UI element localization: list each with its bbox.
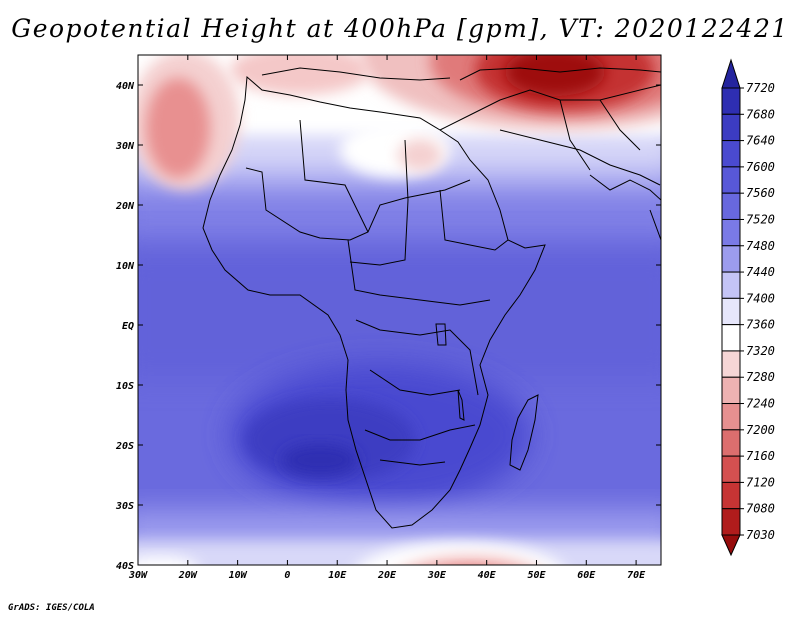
colorbar-label: 7360 <box>746 318 775 332</box>
y-tick-label: 10N <box>116 261 135 272</box>
y-tick-label: 30S <box>115 501 134 512</box>
colorbar-segment <box>721 87 741 115</box>
colorbar-segment <box>721 324 741 352</box>
x-tick-label: 60E <box>577 570 596 581</box>
colorbar-bottom-arrow <box>721 534 741 557</box>
x-tick-label: 20E <box>377 570 397 581</box>
colorbar: 7720 7680 7640 7600 7560 7520 7480 7440 7400 7360… <box>721 58 775 557</box>
colorbar-segment <box>721 113 741 142</box>
colorbar-label: 7030 <box>746 528 775 542</box>
coastlines <box>202 67 661 529</box>
colorbar-label: 7400 <box>746 291 775 305</box>
x-tick-label: 30W <box>128 570 148 581</box>
x-tick-label: 0 <box>284 570 290 581</box>
colorbar-segment <box>721 481 741 510</box>
map-frame <box>137 54 662 566</box>
y-axis: 40N 30N 20N 10N EQ 10S 20S 30S 40S <box>115 81 661 572</box>
colorbar-segment <box>721 166 741 194</box>
colorbar-segment <box>721 245 741 273</box>
x-tick-label: 50E <box>527 570 546 581</box>
y-tick-label: 20N <box>115 201 135 212</box>
x-tick-label: 10E <box>328 570 347 581</box>
colorbar-label: 7320 <box>746 344 775 358</box>
colorbar-label: 7240 <box>746 397 775 411</box>
grads-credit: GrADS: IGES/COLA <box>8 603 95 613</box>
colorbar-label: 7720 <box>746 81 775 95</box>
y-tick-label: 40S <box>116 561 134 572</box>
colorbar-segment <box>721 218 741 247</box>
colorbar-segment <box>721 403 741 431</box>
x-tick-label: 40E <box>478 570 497 581</box>
colorbar-segment <box>721 271 741 299</box>
colorbar-segment <box>721 508 741 536</box>
x-axis: 30W 20W 10W 0 10E 20E 30E 40E 50E 60E 70E <box>128 55 646 581</box>
colorbar-label: 7680 <box>746 107 775 121</box>
colorbar-label: 7520 <box>746 212 775 226</box>
colorbar-label: 7200 <box>746 423 775 437</box>
colorbar-label: 7480 <box>746 239 775 253</box>
y-tick-label: 30N <box>115 141 135 152</box>
colorbar-segment <box>721 140 741 168</box>
colorbar-top-arrow <box>721 58 741 89</box>
colorbar-label: 7560 <box>746 186 775 200</box>
height-field <box>138 55 661 565</box>
colorbar-segment <box>721 350 741 378</box>
x-tick-label: 70E <box>627 570 646 581</box>
colorbar-segment <box>721 455 741 483</box>
colorbar-label: 7280 <box>746 370 775 384</box>
colorbar-label: 7600 <box>746 160 775 174</box>
y-tick-label: 40N <box>116 81 135 92</box>
x-tick-label: 20W <box>178 570 198 581</box>
colorbar-label: 7120 <box>746 475 775 489</box>
colorbar-segment <box>721 297 741 326</box>
colorbar-label: 7160 <box>746 449 775 463</box>
colorbar-segment <box>721 192 741 220</box>
y-tick-label: 20S <box>115 441 134 452</box>
colorbar-label: 7080 <box>746 502 775 516</box>
x-tick-label: 10W <box>229 570 248 581</box>
colorbar-label: 7640 <box>746 134 775 148</box>
colorbar-label: 7440 <box>746 265 775 279</box>
y-tick-label: EQ <box>122 321 134 332</box>
y-tick-label: 10S <box>116 381 134 392</box>
chart-title: Geopotential Height at 400hPa [gpm], VT:… <box>11 14 789 43</box>
colorbar-segment <box>721 376 741 405</box>
colorbar-segment <box>721 429 741 457</box>
x-tick-label: 30E <box>427 570 447 581</box>
